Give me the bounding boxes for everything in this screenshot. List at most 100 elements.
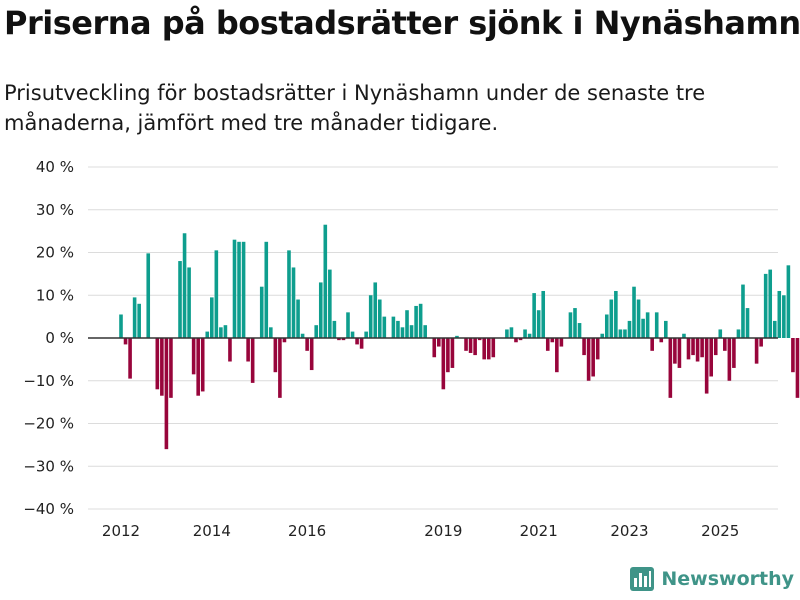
bar [786, 265, 791, 338]
x-tick-label: 2025 [701, 522, 739, 540]
x-tick-label: 2023 [610, 522, 648, 540]
bar [418, 303, 423, 338]
bar [432, 338, 437, 358]
bar [468, 338, 473, 353]
bar [664, 320, 668, 338]
bar [523, 329, 527, 338]
bar [318, 282, 323, 338]
bar [160, 338, 164, 396]
bar [409, 325, 414, 338]
bar [555, 338, 559, 373]
bar [691, 338, 695, 356]
bar [677, 338, 682, 368]
bar [586, 338, 591, 381]
brand-name: Newsworthy [661, 568, 794, 590]
bar [482, 338, 486, 360]
bar [536, 310, 541, 338]
bar [509, 327, 514, 338]
chart-title: Priserna på bostadsrätter sjönk i Nynäsh… [4, 4, 800, 42]
bar [795, 338, 800, 398]
bar [559, 338, 564, 347]
bar [600, 333, 605, 338]
bar [486, 338, 491, 360]
bar [732, 338, 736, 368]
bar [219, 327, 223, 338]
bar [763, 273, 768, 339]
bar [659, 338, 664, 343]
bar [723, 338, 727, 351]
bar [591, 338, 595, 377]
bar [514, 338, 518, 343]
bar [632, 286, 636, 338]
bar [423, 325, 427, 338]
bar [296, 299, 300, 338]
bar [232, 239, 237, 338]
bar [450, 338, 455, 368]
bar [187, 267, 191, 338]
bar [323, 224, 328, 338]
bar [328, 269, 332, 338]
bar [191, 338, 196, 375]
bar [736, 329, 741, 338]
bar [618, 329, 623, 338]
bar [745, 308, 750, 338]
bar [754, 338, 759, 364]
bar [641, 318, 645, 338]
bar [137, 303, 141, 338]
bar [405, 310, 409, 338]
bar [346, 312, 350, 338]
bar [741, 284, 745, 338]
bar [604, 314, 609, 338]
bar [577, 323, 582, 338]
bar [718, 329, 723, 338]
bar [391, 316, 396, 339]
bar [695, 338, 700, 362]
bar [713, 338, 718, 356]
bar [541, 290, 546, 338]
axis-labels: 40 % 30 % 20 % 10 % 0 % −10 % −20 % −30 % −40 % 2… [23, 158, 739, 540]
bar [314, 325, 319, 338]
bar [709, 338, 713, 377]
bar [759, 338, 763, 347]
bar [196, 338, 200, 396]
y-tick-label: −20 % [23, 415, 74, 433]
bar [686, 338, 691, 360]
y-tick-label: 30 % [36, 201, 74, 219]
bar [300, 333, 305, 338]
bar [373, 282, 378, 338]
y-tick-label: 10 % [36, 286, 74, 304]
bar [437, 338, 441, 347]
bar [273, 338, 278, 373]
bar [782, 295, 786, 338]
bar [278, 338, 282, 398]
bars [88, 224, 800, 450]
bar [205, 331, 210, 338]
bar [382, 316, 387, 339]
bar [364, 331, 368, 338]
bar [550, 338, 555, 343]
y-tick-label: 40 % [36, 158, 74, 176]
bar [305, 338, 309, 351]
y-tick-label: −10 % [23, 372, 74, 390]
bar [772, 320, 777, 338]
bar [627, 320, 632, 338]
bar [455, 335, 459, 338]
bar [518, 338, 523, 341]
bar [119, 314, 123, 338]
bar [223, 325, 228, 338]
bar [673, 338, 677, 364]
bar [582, 338, 586, 356]
bar [477, 338, 482, 341]
bar [704, 338, 709, 394]
bar [682, 333, 686, 338]
bar [132, 297, 137, 338]
bar [200, 338, 205, 392]
x-tick-label: 2019 [424, 522, 462, 540]
bar [532, 293, 536, 338]
bar [491, 338, 496, 358]
x-tick-label: 2014 [193, 522, 231, 540]
bar [241, 241, 246, 338]
bar [264, 241, 269, 338]
bar [791, 338, 795, 373]
